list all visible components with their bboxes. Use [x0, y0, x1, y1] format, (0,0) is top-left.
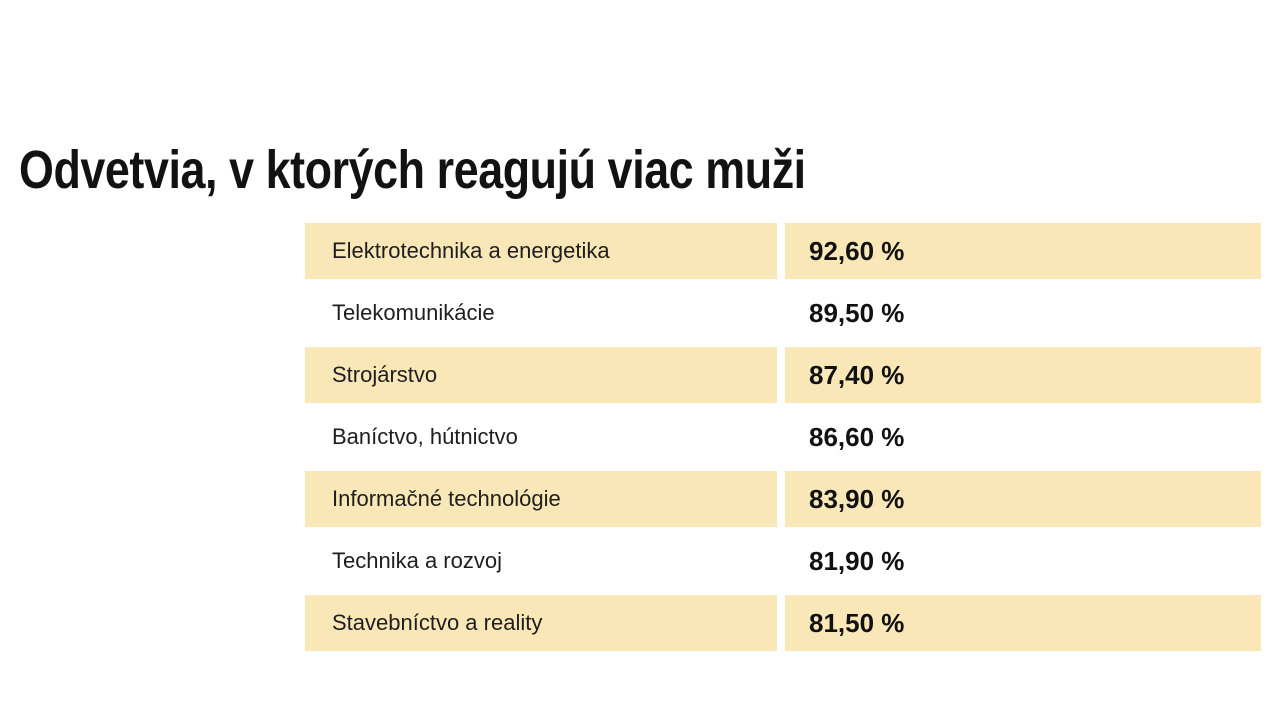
industry-label: Stavebníctvo a reality	[305, 595, 777, 651]
table-row: Strojárstvo 87,40 %	[305, 344, 1261, 406]
percentage-value: 81,90 %	[809, 545, 905, 576]
industry-label: Telekomunikácie	[332, 300, 495, 325]
results-table: Elektrotechnika a energetika 92,60 % Telek…	[305, 220, 1261, 654]
industry-label: Informačné technológie	[305, 471, 777, 527]
column-divider	[777, 595, 785, 651]
table-row: Informačné technológie 83,90 %	[305, 468, 1261, 530]
industry-label: Elektrotechnika a energetika	[305, 223, 777, 279]
column-divider	[777, 406, 785, 468]
industry-label: Strojárstvo	[305, 347, 777, 403]
column-divider	[777, 347, 785, 403]
table-row: Technika a rozvoj 81,90 %	[305, 530, 1261, 592]
table-row: Telekomunikácie 89,50 %	[305, 282, 1261, 344]
column-divider	[777, 471, 785, 527]
table-row: Elektrotechnika a energetika 92,60 %	[305, 220, 1261, 282]
industry-label: Technika a rozvoj	[332, 548, 502, 573]
percentage-value: 86,60 %	[809, 421, 905, 452]
industry-label: Baníctvo, hútnictvo	[332, 424, 518, 449]
column-divider	[777, 282, 785, 344]
table-row: Stavebníctvo a reality 81,50 %	[305, 592, 1261, 654]
percentage-value: 87,40 %	[785, 347, 1261, 403]
column-divider	[777, 223, 785, 279]
percentage-value: 92,60 %	[785, 223, 1261, 279]
page-title: Odvetvia, v ktorých reagujú viac muži	[19, 140, 806, 201]
percentage-value: 81,50 %	[785, 595, 1261, 651]
column-divider	[777, 530, 785, 592]
percentage-value: 89,50 %	[809, 297, 905, 328]
table-row: Baníctvo, hútnictvo 86,60 %	[305, 406, 1261, 468]
percentage-value: 83,90 %	[785, 471, 1261, 527]
